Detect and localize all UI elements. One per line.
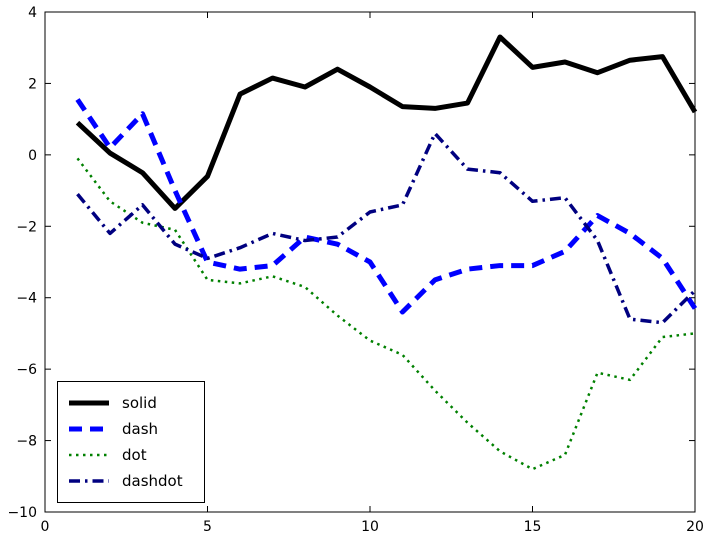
legend: solid dash dot dashdot xyxy=(57,381,205,503)
svg-text:−6: −6 xyxy=(16,362,37,378)
legend-item-dashdot: dashdot xyxy=(68,468,194,494)
legend-item-dot: dot xyxy=(68,442,194,468)
svg-text:15: 15 xyxy=(524,519,542,535)
legend-label: dash xyxy=(122,419,159,438)
solid-line-sample xyxy=(69,400,109,406)
dash-line-sample xyxy=(69,426,109,432)
svg-text:−4: −4 xyxy=(16,291,37,307)
svg-text:−8: −8 xyxy=(16,434,37,450)
dashdot-line-sample xyxy=(69,479,109,483)
legend-label: dashdot xyxy=(122,471,183,490)
svg-text:4: 4 xyxy=(28,5,37,21)
legend-item-dash: dash xyxy=(68,416,194,442)
svg-text:10: 10 xyxy=(361,519,379,535)
svg-text:−10: −10 xyxy=(7,505,37,521)
svg-text:2: 2 xyxy=(28,76,37,92)
legend-label: solid xyxy=(122,393,157,412)
dot-line-sample xyxy=(69,453,109,457)
svg-text:5: 5 xyxy=(203,519,212,535)
svg-text:−2: −2 xyxy=(16,219,37,235)
legend-label: dot xyxy=(122,445,147,464)
svg-text:0: 0 xyxy=(41,519,50,535)
legend-item-solid: solid xyxy=(68,390,194,416)
svg-text:0: 0 xyxy=(28,148,37,164)
svg-text:20: 20 xyxy=(686,519,704,535)
